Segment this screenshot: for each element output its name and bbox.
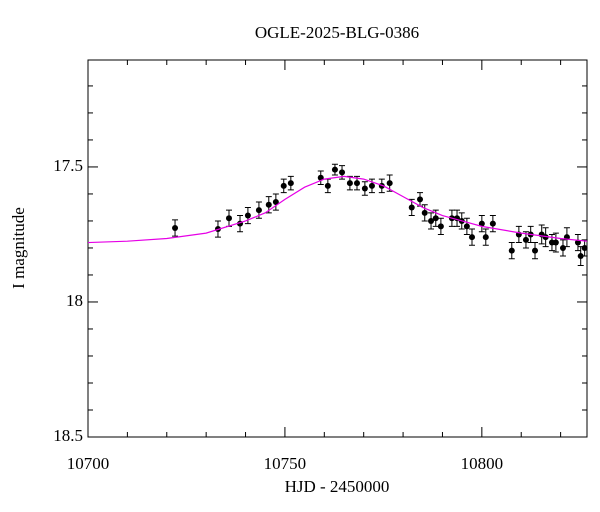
data-point <box>244 212 251 219</box>
data-point <box>339 169 346 176</box>
data-point <box>386 180 393 187</box>
data-point <box>552 239 559 246</box>
data-point <box>225 215 232 222</box>
data-point <box>408 204 415 211</box>
x-tick-label: 10800 <box>461 454 504 473</box>
data-point <box>361 185 368 192</box>
data-point <box>353 180 360 187</box>
data-point <box>437 223 444 230</box>
data-point <box>272 199 279 206</box>
data-point <box>287 180 294 187</box>
x-tick-label: 10750 <box>264 454 307 473</box>
y-tick-label: 18.5 <box>53 426 83 445</box>
data-point <box>468 234 475 241</box>
data-point <box>508 247 515 254</box>
data-point <box>421 209 428 216</box>
data-point <box>317 174 324 181</box>
data-point <box>559 244 566 251</box>
y-tick-label: 18 <box>66 291 83 310</box>
x-tick-label: 10700 <box>67 454 110 473</box>
data-point <box>324 182 331 189</box>
data-point <box>482 234 489 241</box>
chart-title: OGLE-2025-BLG-0386 <box>255 23 419 42</box>
data-point <box>346 180 353 187</box>
data-point <box>265 201 272 208</box>
data-point <box>532 247 539 254</box>
data-point <box>368 182 375 189</box>
data-point <box>522 236 529 243</box>
data-point <box>417 196 424 203</box>
data-point <box>574 239 581 246</box>
data-point <box>432 215 439 222</box>
data-point <box>478 220 485 227</box>
data-point <box>255 207 262 214</box>
data-point <box>581 244 588 251</box>
y-axis-label: I magnitude <box>9 207 28 289</box>
data-point <box>428 217 435 224</box>
data-point <box>331 166 338 173</box>
data-point <box>489 220 496 227</box>
x-axis-label: HJD - 2450000 <box>285 477 390 496</box>
data-point <box>463 223 470 230</box>
data-point <box>577 253 584 260</box>
data-point <box>280 182 287 189</box>
y-tick-label: 17.5 <box>53 156 83 175</box>
model-curve <box>87 175 588 244</box>
data-point <box>172 224 179 231</box>
